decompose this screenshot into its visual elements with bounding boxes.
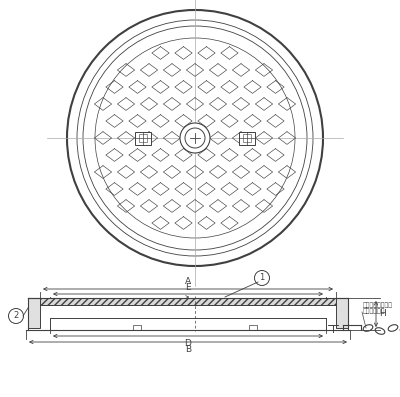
Bar (40, 298, 336, 305)
Text: B: B (185, 345, 191, 353)
Bar (239, 131, 255, 145)
Bar (28, 298, 40, 328)
Text: A: A (185, 278, 191, 287)
Circle shape (180, 123, 210, 153)
Bar (135, 131, 151, 145)
Bar (336, 298, 348, 328)
Bar (242, 135, 252, 142)
Bar (249, 325, 257, 330)
Bar (40, 298, 336, 305)
Bar (133, 325, 141, 330)
Text: 御指示により取付
（防途品院）: 御指示により取付 （防途品院） (363, 302, 393, 314)
Text: D: D (184, 339, 192, 347)
Text: E: E (185, 283, 191, 291)
Text: 1: 1 (259, 274, 265, 283)
Text: 2: 2 (13, 312, 19, 320)
Text: H: H (379, 310, 386, 318)
Bar (138, 135, 147, 142)
